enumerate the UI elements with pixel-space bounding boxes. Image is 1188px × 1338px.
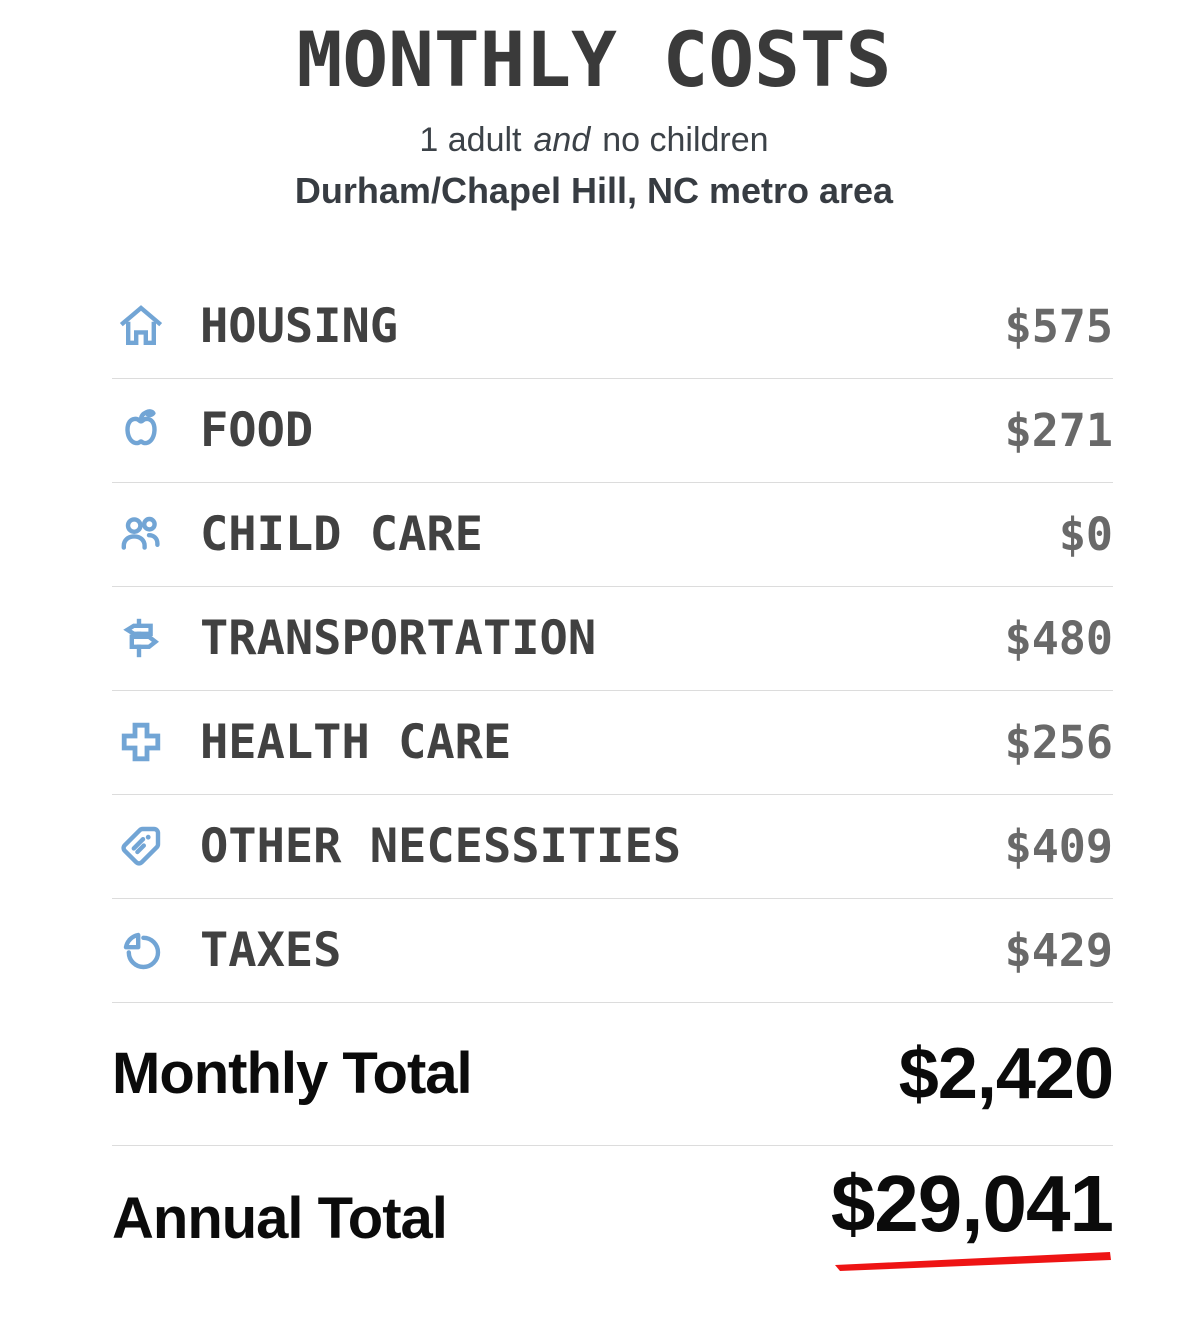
- location-subtitle: Durham/Chapel Hill, NC metro area: [294, 170, 894, 212]
- pie-chart-icon: [117, 926, 165, 974]
- price-tag-icon: [117, 822, 165, 870]
- table-row-transportation: TRANSPORTATION $480: [112, 587, 1113, 691]
- row-value: $575: [1004, 299, 1113, 353]
- table-row-child-care: CHILD CARE $0: [112, 483, 1113, 587]
- row-value: $480: [1004, 611, 1113, 665]
- row-value: $271: [1004, 403, 1113, 457]
- row-label: TAXES: [200, 922, 342, 978]
- row-label: OTHER NECESSITIES: [200, 818, 682, 874]
- table-row-food: FOOD $271: [112, 379, 1113, 483]
- apple-icon: [117, 406, 165, 454]
- family-children: no children: [602, 121, 769, 159]
- page-title: MONTHLY COSTS: [296, 15, 892, 104]
- monthly-total-row: Monthly Total $2,420: [112, 1003, 1114, 1146]
- house-icon: [117, 302, 165, 350]
- table-row-other-necessities: OTHER NECESSITIES $409: [112, 795, 1113, 899]
- people-icon: [117, 510, 165, 558]
- row-value: $256: [1004, 715, 1113, 769]
- family-type-subtitle: 1 adult and no children: [0, 121, 1188, 159]
- table-row-taxes: TAXES $429: [112, 899, 1113, 1003]
- monthly-total-label: Monthly Total: [112, 1041, 473, 1107]
- table-row-health-care: HEALTH CARE $256: [112, 691, 1113, 795]
- table-row-housing: HOUSING $575: [112, 275, 1113, 379]
- row-value: $429: [1004, 923, 1113, 977]
- row-value: $0: [1058, 507, 1113, 561]
- monthly-costs-panel: MONTHLY COSTS 1 adult and no children Durh…: [0, 22, 1188, 1274]
- row-label: FOOD: [200, 402, 314, 458]
- monthly-total-value: $2,420: [898, 1033, 1114, 1114]
- row-label: TRANSPORTATION: [200, 610, 597, 666]
- row-label: HEALTH CARE: [200, 714, 512, 770]
- costs-table: HOUSING $575 FOOD $271: [112, 275, 1114, 1274]
- annual-total-row: Annual Total $29,041: [112, 1146, 1114, 1274]
- annual-total-value-wrap: $29,041: [830, 1158, 1114, 1274]
- family-conjunction: and: [533, 121, 591, 159]
- row-value: $409: [1004, 819, 1113, 873]
- red-underline-stroke: [835, 1251, 1111, 1271]
- annual-total-label: Annual Total: [112, 1186, 448, 1252]
- family-adults: 1 adult: [419, 121, 522, 159]
- row-label: CHILD CARE: [200, 506, 483, 562]
- row-label: HOUSING: [200, 298, 399, 354]
- signpost-icon: [117, 614, 165, 662]
- medical-cross-icon: [117, 718, 165, 766]
- annual-total-value: $29,041: [830, 1158, 1114, 1248]
- header: MONTHLY COSTS 1 adult and no children Durh…: [0, 22, 1188, 211]
